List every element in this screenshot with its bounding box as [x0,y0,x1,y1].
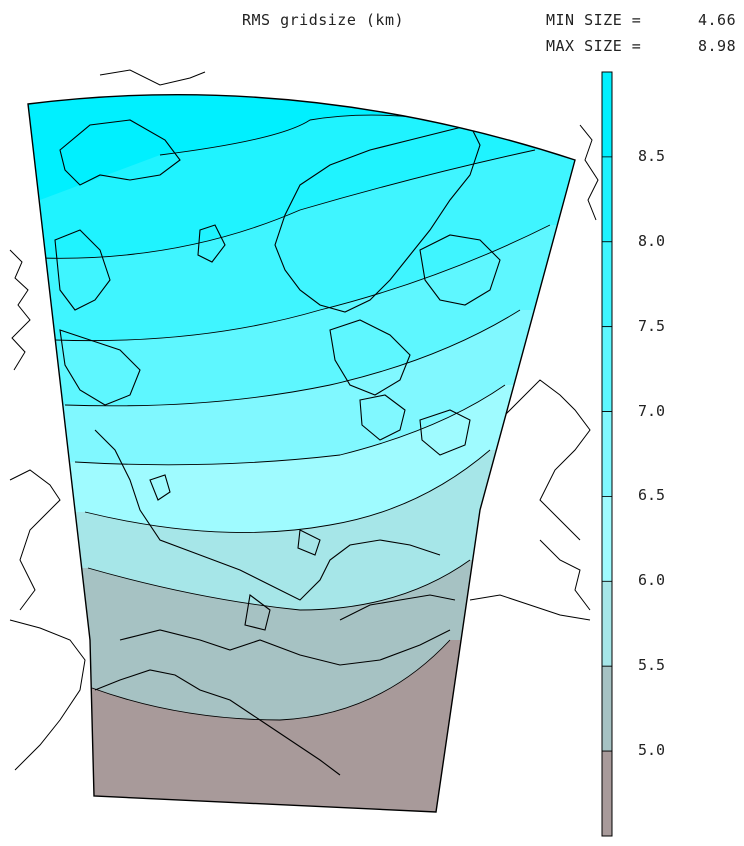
colorbar-tick-label: 5.5 [638,656,666,675]
map-title: RMS gridsize (km) [242,11,405,29]
max-size-label: MAX SIZE = [546,37,642,55]
colorbar-swatch [601,241,613,328]
colorbar-tick-label: 8.0 [638,231,666,250]
colorbar-tick-label: 6.0 [638,571,666,590]
min-size-value: 4.66 [698,11,737,29]
inner-coastlines [54,119,501,776]
outer-coastlines [9,69,599,771]
colorbar [601,71,613,837]
colorbar-frame [601,71,613,837]
colorbar-tick-label: 7.5 [638,316,666,335]
contour-lines [39,114,551,721]
colorbar-swatch [601,411,613,497]
colorbar-swatch [601,750,613,837]
colorbar-swatch [601,326,613,412]
max-size-value: 8.98 [698,37,737,55]
min-size-label: MIN SIZE = [546,11,642,29]
colorbar-swatch [601,665,613,752]
colorbar-swatch [601,496,613,582]
domain-outline [27,94,576,813]
colorbar-tick-label: 7.0 [638,401,666,420]
colorbar-tick-label: 5.0 [638,741,666,760]
colorbar-tick-label: 6.5 [638,486,666,505]
colorbar-swatch [601,156,613,243]
colorbar-swatch [601,580,613,667]
colorbar-swatch [601,71,613,158]
colorbar-tick-label: 8.5 [638,146,666,165]
